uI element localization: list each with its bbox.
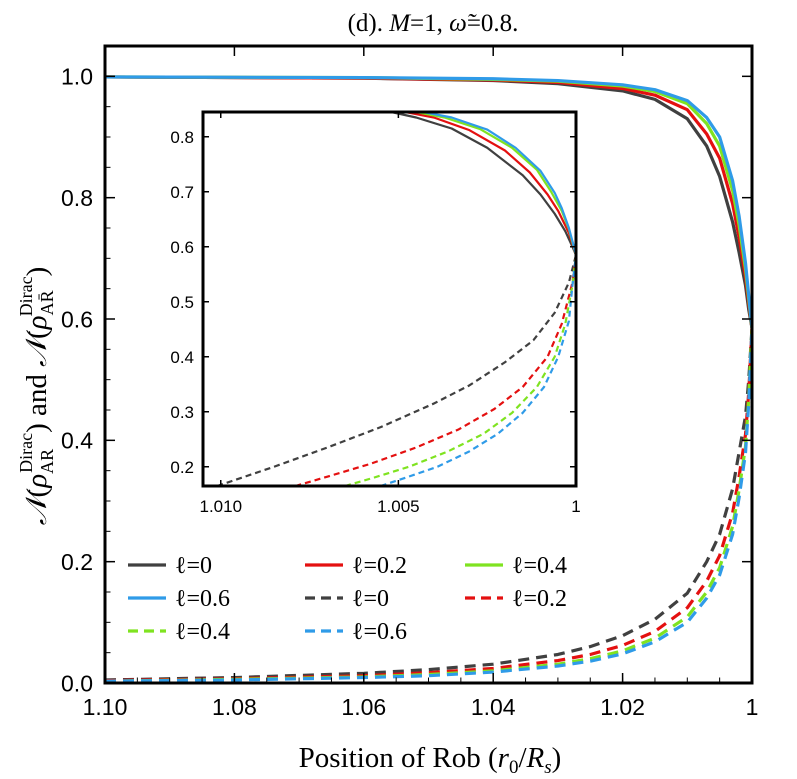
inset-x-tick-label: 1.005 (377, 497, 420, 516)
inset-series-dashed-6 (344, 254, 576, 486)
main-series-dashed-7 (105, 328, 752, 683)
inset-series-dashed-5 (295, 254, 576, 486)
inset-series-solid-0 (390, 112, 576, 257)
main-x-tick-label: 1.04 (471, 694, 516, 720)
y-label-sup1: Dirac (16, 433, 36, 473)
main-series-dashed-6 (105, 328, 752, 683)
legend-label-7: ℓ=0.6 (352, 619, 407, 645)
main-x-tick-label: 1.02 (600, 694, 645, 720)
y-label-open1: ( (21, 488, 53, 498)
y-label-sub1: AR (37, 449, 57, 474)
inset-background (203, 112, 576, 486)
main-series-dashed-4 (105, 327, 752, 682)
x-label-r: r (498, 742, 510, 774)
main-y-tick-label: 0.4 (61, 428, 93, 454)
chart-title: (d). M=1, ω̃=0.8. (348, 10, 519, 37)
main-x-tick-label: 1.08 (212, 694, 257, 720)
inset-y-tick-label: 0.2 (170, 458, 194, 477)
y-axis-label: 𝒩(ρARDirac) and 𝒩(ρAR̄Dirac) (16, 267, 57, 526)
inset-x-tick-label: 1.010 (199, 497, 242, 516)
inset-y-tick-label: 0.4 (170, 348, 194, 367)
main-x-tick-label: 1.10 (83, 694, 128, 720)
main-series-solid-3 (105, 75, 752, 330)
legend: ℓ=0 ℓ=0.2 ℓ=0.4 ℓ=0.6 ℓ=0 ℓ=0.2 ℓ=0.4 ℓ=0.6 (128, 553, 567, 645)
main-y-tick-label: 1.0 (61, 64, 93, 90)
legend-label-3: ℓ=0.6 (175, 586, 230, 612)
inset-y-tick-label: 0.8 (170, 128, 194, 147)
x-label-close: ) (552, 742, 562, 774)
x-label-R: R (526, 742, 545, 774)
inset-y-tick-label: 0.7 (170, 183, 194, 202)
legend-label-0: ℓ=0 (175, 553, 212, 579)
x-label-text: Position of Rob ( (299, 742, 498, 774)
legend-label-4: ℓ=0 (352, 586, 389, 612)
inset-y-tick-label: 0.3 (170, 403, 194, 422)
legend-label-6: ℓ=0.4 (175, 619, 230, 645)
x-label-R-sub: s (544, 757, 551, 778)
y-label-close2: ) (21, 267, 53, 277)
main-y-tick-label: 0.6 (61, 306, 93, 332)
title-prefix: (d). (348, 10, 390, 37)
title-omega-value: =0.8. (467, 10, 519, 37)
y-label-and: and (21, 367, 53, 423)
main-x-tick-label: 1.06 (341, 694, 386, 720)
inset-series-dashed-7 (380, 254, 576, 486)
main-x-tick-label: 1 (746, 694, 759, 720)
inset-y-tick-label: 0.5 (170, 293, 194, 312)
x-axis-label: Position of Rob (r0/Rs) (299, 742, 562, 778)
inset-x-tick-label: 1 (571, 497, 580, 516)
inset-series-group (216, 112, 576, 486)
title-m-symbol: M (388, 10, 411, 37)
x-label-r-sub: 0 (509, 757, 519, 778)
legend-label-2: ℓ=0.4 (512, 553, 567, 579)
inset-frame (201, 110, 578, 488)
main-y-tick-label: 0.2 (61, 549, 93, 575)
inset-plot: 1.010 1.005 1 0.2 0.3 0.4 0.5 0.6 0.7 0.8 (170, 110, 581, 516)
y-label-sub2: AR̄ (37, 290, 57, 315)
main-y-tick-label: 0.8 (61, 185, 93, 211)
y-label-open2: ( (21, 329, 53, 339)
inset-y-tick-label: 0.6 (170, 238, 194, 257)
title-m-value: =1, (410, 10, 449, 37)
x-label-slash: / (518, 742, 527, 774)
y-label-rho2: ρ (21, 315, 53, 330)
inset-series-solid-3 (422, 112, 576, 257)
legend-label-1: ℓ=0.2 (352, 553, 407, 579)
legend-label-5: ℓ=0.2 (512, 586, 567, 612)
y-label-sup2: Dirac (16, 276, 36, 316)
inset-series-dashed-4 (216, 254, 576, 486)
main-series-group (105, 75, 752, 683)
y-label-close1: ) (21, 423, 53, 433)
y-label-rho1: ρ (21, 474, 53, 489)
main-plot: 1.10 1.08 1.06 1.04 1.02 1 0.0 0.2 0.4 0.6 0.8 1.0 (61, 44, 759, 720)
main-y-tick-label: 0.0 (61, 670, 93, 696)
